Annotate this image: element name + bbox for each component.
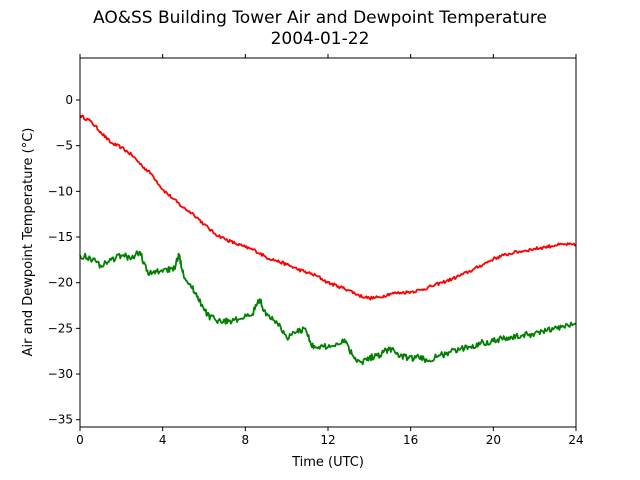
- x-tick-label: 0: [76, 433, 84, 447]
- y-tick-label: −35: [48, 413, 73, 427]
- y-tick-label: −15: [48, 230, 73, 244]
- y-tick-label: −25: [48, 321, 73, 335]
- x-tick-label: 8: [242, 433, 250, 447]
- y-axis-ticks: 0 −5 −10 −15 −20 −25 −30 −35: [48, 93, 80, 427]
- y-tick-label: −5: [55, 139, 73, 153]
- y-axis-label: Air and Dewpoint Temperature (°C): [21, 128, 36, 357]
- plot-frame: [79, 57, 577, 428]
- x-tick-label: 16: [403, 433, 418, 447]
- x-axis-label: Time (UTC): [291, 455, 364, 470]
- chart-title: AO&SS Building Tower Air and Dewpoint Te…: [92, 8, 547, 28]
- x-tick-label: 20: [486, 433, 501, 447]
- x-axis-ticks: 0 4 8 12 16 20 24: [76, 54, 584, 447]
- x-tick-label: 12: [320, 433, 335, 447]
- x-tick-label: 24: [568, 433, 583, 447]
- series-line-1: [79, 114, 577, 301]
- y-tick-label: −20: [48, 276, 73, 290]
- y-tick-label: −10: [48, 184, 73, 198]
- y-tick-label: −30: [48, 367, 73, 381]
- series-line-2: [79, 250, 577, 366]
- series-layer: [79, 114, 577, 366]
- y-tick-label: 0: [65, 93, 73, 107]
- x-tick-label: 4: [159, 433, 167, 447]
- chart-subtitle: 2004-01-22: [270, 29, 370, 49]
